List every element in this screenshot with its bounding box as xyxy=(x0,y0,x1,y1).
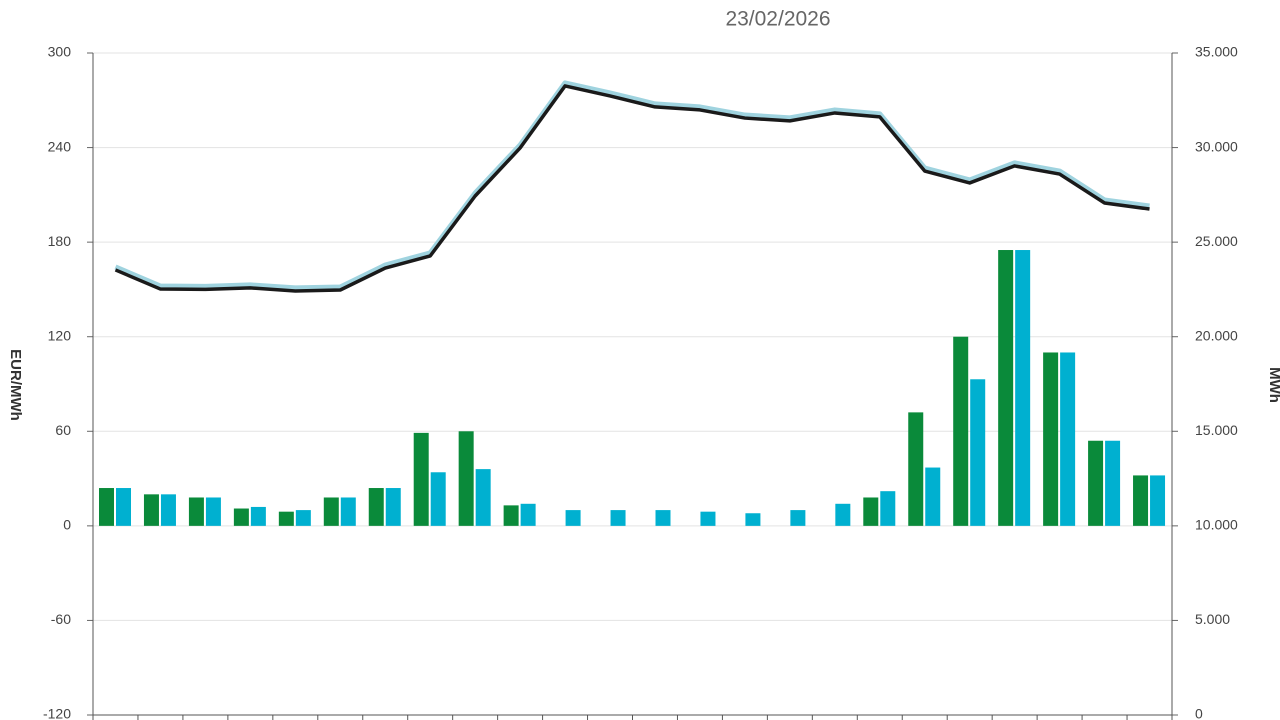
bar xyxy=(1150,475,1166,526)
bar xyxy=(745,513,761,526)
y-axis-label: EUR/MWh xyxy=(7,349,24,421)
chart-title: 23/02/2026 xyxy=(725,8,830,31)
bar xyxy=(863,497,879,526)
y-tick-label: 120 xyxy=(48,327,72,343)
bar xyxy=(233,508,249,526)
bar xyxy=(998,250,1014,526)
y-tick-label: 60 xyxy=(55,422,71,438)
bar xyxy=(250,506,266,526)
y-tick-label: -120 xyxy=(43,706,71,720)
bar xyxy=(99,488,114,526)
bar xyxy=(205,497,221,526)
bar xyxy=(700,511,716,526)
bar xyxy=(610,510,626,526)
bar xyxy=(953,336,969,526)
line xyxy=(114,80,1150,291)
y2-tick-label: 25.000 xyxy=(1195,233,1238,249)
bar xyxy=(970,379,986,526)
bar xyxy=(565,510,581,526)
bar xyxy=(925,467,941,526)
bar xyxy=(143,494,159,526)
bar xyxy=(1043,352,1059,526)
bar xyxy=(458,431,474,526)
bar xyxy=(340,497,356,526)
y-tick-label: 180 xyxy=(48,233,72,249)
bar xyxy=(160,494,176,526)
bar xyxy=(116,488,131,526)
bar xyxy=(188,497,204,526)
bar xyxy=(475,469,491,526)
bar xyxy=(385,488,401,526)
bar xyxy=(1133,475,1149,526)
y2-tick-label: 0 xyxy=(1195,706,1203,720)
bar xyxy=(1088,440,1104,526)
y-tick-label: -60 xyxy=(51,611,71,627)
y2-tick-label: 5.000 xyxy=(1195,611,1230,627)
y-tick-label: 240 xyxy=(48,138,72,154)
bar xyxy=(1015,250,1031,526)
bar xyxy=(790,510,806,526)
y2-tick-label: 10.000 xyxy=(1195,517,1238,533)
line xyxy=(114,84,1150,293)
bar xyxy=(520,503,536,526)
bar xyxy=(413,432,429,526)
bar xyxy=(430,472,446,526)
bar xyxy=(1060,352,1076,526)
bar xyxy=(295,510,311,526)
bar xyxy=(278,511,294,526)
y2-tick-label: 15.000 xyxy=(1195,422,1238,438)
y2-tick-label: 20.000 xyxy=(1195,327,1238,343)
bar xyxy=(655,510,671,526)
y2-tick-label: 35.000 xyxy=(1195,44,1238,60)
bar xyxy=(323,497,339,526)
y2-axis-label: MWh xyxy=(1266,367,1280,403)
y-tick-label: 300 xyxy=(48,44,72,60)
y-tick-label: 0 xyxy=(63,517,71,533)
y2-tick-label: 30.000 xyxy=(1195,138,1238,154)
bar xyxy=(880,491,896,526)
bar xyxy=(1105,440,1121,526)
bar xyxy=(835,503,851,526)
bar xyxy=(368,488,384,526)
bar xyxy=(503,505,519,526)
bar xyxy=(908,412,924,526)
